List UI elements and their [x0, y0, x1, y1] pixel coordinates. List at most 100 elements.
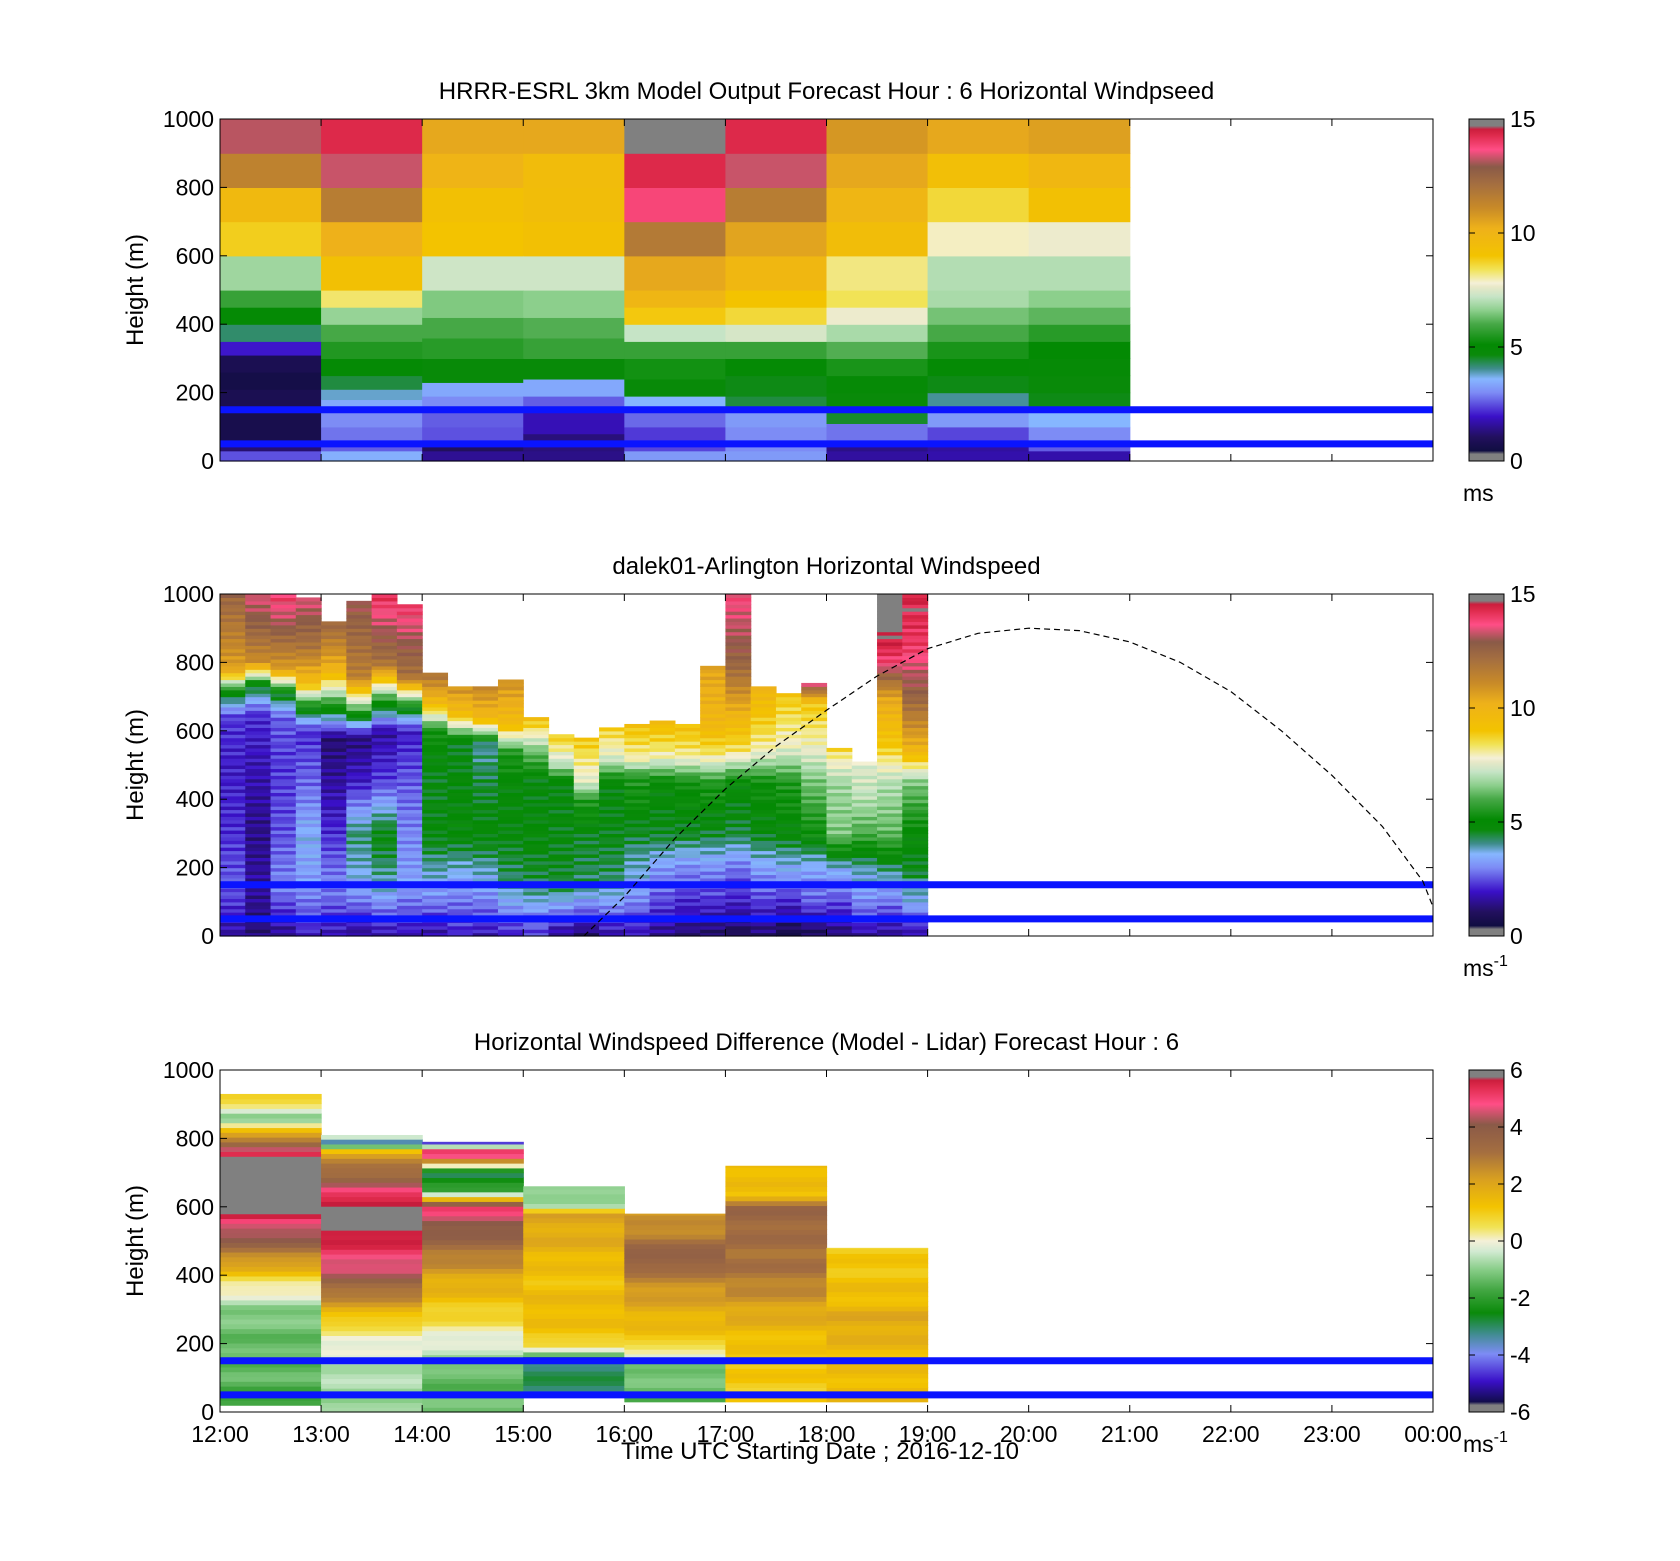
heatmap-cell [321, 857, 347, 862]
heatmap-cell [548, 836, 575, 841]
heatmap-cell [599, 792, 625, 797]
heatmap-cell [725, 806, 752, 811]
heatmap-cell [295, 785, 322, 790]
heatmap-cell [422, 1282, 524, 1289]
heatmap-cell [346, 672, 373, 677]
heatmap-cell [599, 901, 625, 906]
heatmap-cell [220, 741, 246, 746]
heatmap-cell [321, 778, 347, 783]
heatmap-cell [346, 765, 373, 770]
heatmap-cell [927, 119, 1030, 154]
heatmap-cell [321, 1206, 423, 1212]
heatmap-cell [270, 891, 297, 896]
heatmap-cell [750, 751, 777, 756]
heatmap-cell [497, 836, 524, 841]
heatmap-cell [295, 641, 322, 646]
heatmap-cell [548, 901, 575, 906]
heatmap-cell [649, 857, 676, 862]
heatmap-cell [877, 621, 903, 626]
heatmap-cell [245, 826, 272, 831]
heatmap-cell [573, 829, 600, 834]
heatmap-cell [371, 696, 398, 701]
heatmap-cell [523, 912, 550, 917]
heatmap-cell [877, 925, 903, 930]
heatmap-cell [573, 823, 600, 828]
heatmap-cell [270, 658, 297, 663]
heatmap-cell [851, 888, 878, 893]
heatmap-cell [396, 857, 423, 862]
heatmap-cell [220, 867, 246, 872]
heatmap-cell [321, 802, 347, 807]
heatmap-cell [649, 782, 676, 787]
heatmap-cell [220, 631, 246, 636]
heatmap-cell [523, 1370, 625, 1377]
heatmap-cell [447, 922, 474, 927]
heatmap-cell [1028, 307, 1131, 325]
heatmap-cell [270, 799, 297, 804]
heatmap-cell [220, 730, 246, 735]
heatmap-cell [624, 153, 727, 188]
heatmap-cell [371, 594, 398, 599]
heatmap-cell [674, 898, 701, 903]
heatmap-cell [220, 600, 246, 605]
heatmap-cell [877, 806, 903, 811]
heatmap-cell [700, 802, 727, 807]
heatmap-cell [649, 867, 676, 872]
heatmap-cell [674, 802, 701, 807]
heatmap-cell [851, 857, 878, 862]
heatmap-cell [321, 290, 423, 308]
heatmap-cell [447, 847, 474, 852]
heatmap-cell [624, 765, 651, 770]
heatmap-cell [877, 741, 903, 746]
heatmap-cell [523, 378, 625, 397]
heatmap-cell [321, 816, 347, 821]
heatmap-cell [346, 819, 373, 824]
heatmap-cell [497, 898, 524, 903]
heatmap-cell [523, 829, 550, 834]
heatmap-cell [674, 785, 701, 790]
heatmap-cell [220, 689, 246, 694]
heatmap-cell [902, 877, 929, 882]
heatmap-cell [573, 775, 600, 780]
heatmap-cell [396, 871, 423, 876]
heatmap-cell [649, 751, 676, 756]
heatmap-cell [801, 925, 828, 930]
heatmap-cell [775, 693, 802, 698]
heatmap-cell [220, 782, 246, 787]
heatmap-cell [548, 737, 575, 742]
heatmap-cell [295, 696, 322, 701]
heatmap-cell [674, 744, 701, 749]
heatmap-cell [548, 747, 575, 752]
heatmap-cell [245, 877, 272, 882]
heatmap-cell [422, 382, 524, 397]
heatmap-cell [346, 823, 373, 828]
heatmap-cell [346, 703, 373, 708]
heatmap-cell [877, 894, 903, 899]
heatmap-cell [523, 358, 625, 380]
heatmap-cell [801, 806, 828, 811]
heatmap-cell [725, 1334, 828, 1341]
heatmap-cell [674, 809, 701, 814]
heatmap-cell [649, 874, 676, 879]
heatmap-cell [245, 932, 272, 937]
heatmap-cell [371, 754, 398, 759]
heatmap-cell [725, 689, 752, 694]
heatmap-cell [700, 720, 727, 725]
heatmap-cell [725, 119, 828, 154]
heatmap-cell [902, 932, 929, 937]
heatmap-cell [548, 802, 575, 807]
heatmap-cell [422, 867, 449, 872]
heatmap-cell [877, 867, 903, 872]
heatmap-cell [624, 847, 651, 852]
heatmap-cell [750, 700, 777, 705]
heatmap-cell [725, 693, 752, 698]
heatmap-cell [472, 761, 499, 766]
heatmap-cell [447, 925, 474, 930]
heatmap-cell [321, 744, 347, 749]
heatmap-cell [220, 922, 246, 927]
heatmap-cell [775, 894, 802, 899]
heatmap-cell [245, 747, 272, 752]
heatmap-cell [321, 737, 347, 742]
heatmap-cell [422, 833, 449, 838]
heatmap-cell [599, 744, 625, 749]
